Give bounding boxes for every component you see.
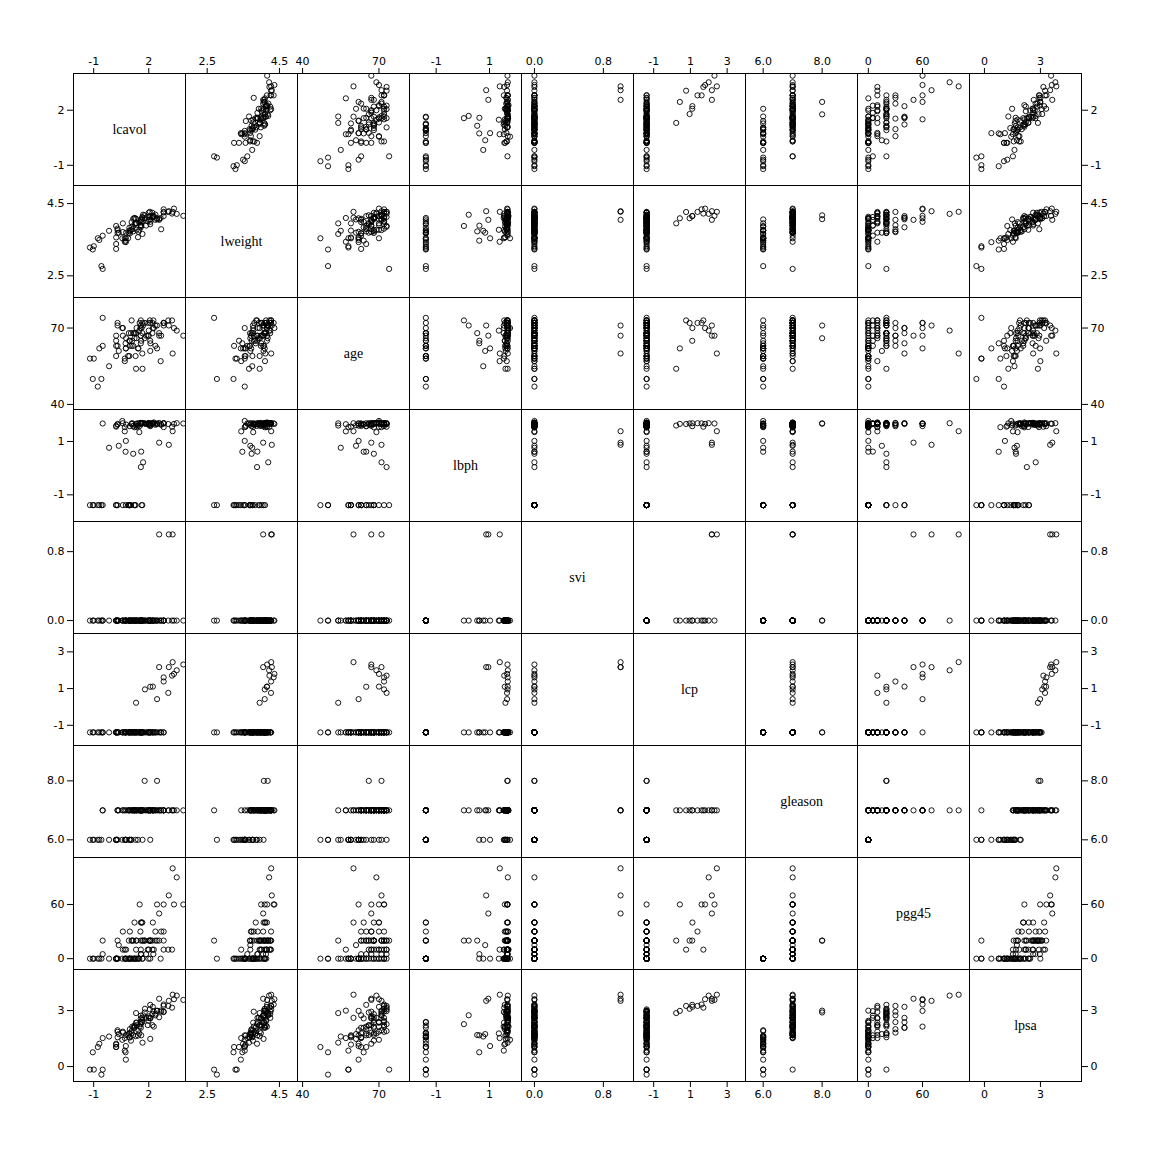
svg-text:2.5: 2.5 (198, 55, 216, 68)
svg-text:1: 1 (486, 55, 493, 68)
svg-text:1: 1 (687, 55, 694, 68)
svg-text:-1: -1 (88, 1088, 99, 1101)
svg-text:4.5: 4.5 (271, 1088, 289, 1101)
svg-text:3: 3 (58, 1004, 65, 1017)
svg-text:70: 70 (372, 1088, 386, 1101)
svg-text:0.8: 0.8 (595, 1088, 613, 1101)
svg-text:0: 0 (981, 1088, 988, 1101)
svg-text:6.0: 6.0 (47, 833, 65, 846)
svg-text:4.5: 4.5 (47, 197, 65, 210)
svg-text:8.0: 8.0 (813, 55, 831, 68)
svg-text:1: 1 (58, 682, 65, 695)
svg-text:0.8: 0.8 (47, 545, 65, 558)
svg-text:1: 1 (687, 1088, 694, 1101)
svg-text:70: 70 (51, 322, 65, 335)
svg-text:0: 0 (865, 1088, 872, 1101)
svg-text:2: 2 (1091, 104, 1098, 117)
svg-text:0: 0 (981, 55, 988, 68)
svg-text:svi: svi (569, 570, 585, 585)
svg-text:3: 3 (724, 55, 731, 68)
svg-text:4.5: 4.5 (1091, 197, 1109, 210)
svg-text:3: 3 (1037, 55, 1044, 68)
svg-text:2.5: 2.5 (198, 1088, 216, 1101)
svg-text:40: 40 (51, 398, 65, 411)
svg-text:6.0: 6.0 (1091, 833, 1109, 846)
svg-text:8.0: 8.0 (47, 774, 65, 787)
svg-text:1: 1 (1091, 682, 1098, 695)
svg-text:60: 60 (51, 898, 65, 911)
svg-text:-1: -1 (54, 719, 65, 732)
svg-text:0: 0 (58, 952, 65, 965)
svg-text:-1: -1 (1091, 719, 1102, 732)
svg-text:0.8: 0.8 (595, 55, 613, 68)
svg-text:0.8: 0.8 (1091, 545, 1109, 558)
svg-text:2: 2 (145, 55, 152, 68)
svg-text:-1: -1 (431, 1088, 442, 1101)
svg-text:-1: -1 (648, 55, 659, 68)
svg-text:6.0: 6.0 (754, 1088, 772, 1101)
svg-text:-1: -1 (54, 159, 65, 172)
svg-text:2.5: 2.5 (1091, 269, 1109, 282)
svg-text:60: 60 (916, 55, 930, 68)
svg-text:lcavol: lcavol (112, 122, 146, 137)
svg-text:gleason: gleason (780, 794, 823, 809)
svg-text:2: 2 (145, 1088, 152, 1101)
svg-text:lpsa: lpsa (1014, 1018, 1037, 1033)
svg-text:-1: -1 (431, 55, 442, 68)
svg-text:0.0: 0.0 (47, 614, 65, 627)
svg-text:3: 3 (1091, 645, 1098, 658)
svg-text:3: 3 (58, 645, 65, 658)
svg-text:0: 0 (1091, 952, 1098, 965)
svg-text:70: 70 (1091, 322, 1105, 335)
svg-text:1: 1 (486, 1088, 493, 1101)
svg-text:4.5: 4.5 (271, 55, 289, 68)
svg-text:1: 1 (58, 435, 65, 448)
svg-text:40: 40 (296, 55, 310, 68)
svg-text:60: 60 (916, 1088, 930, 1101)
svg-text:3: 3 (1091, 1004, 1098, 1017)
svg-text:40: 40 (1091, 398, 1105, 411)
svg-text:lbph: lbph (453, 458, 478, 473)
svg-text:0.0: 0.0 (526, 55, 544, 68)
svg-text:70: 70 (372, 55, 386, 68)
svg-text:pgg45: pgg45 (896, 906, 931, 921)
svg-text:-1: -1 (88, 55, 99, 68)
svg-text:6.0: 6.0 (754, 55, 772, 68)
svg-text:0.0: 0.0 (1091, 614, 1109, 627)
svg-text:3: 3 (724, 1088, 731, 1101)
svg-text:-1: -1 (1091, 488, 1102, 501)
svg-text:-1: -1 (54, 488, 65, 501)
svg-text:-1: -1 (648, 1088, 659, 1101)
svg-text:lweight: lweight (221, 234, 263, 249)
svg-text:-1: -1 (1091, 159, 1102, 172)
svg-text:3: 3 (1037, 1088, 1044, 1101)
svg-text:60: 60 (1091, 898, 1105, 911)
svg-text:8.0: 8.0 (1091, 774, 1109, 787)
svg-text:2: 2 (58, 104, 65, 117)
svg-text:2.5: 2.5 (47, 269, 65, 282)
svg-text:age: age (344, 346, 363, 361)
svg-text:0: 0 (1091, 1060, 1098, 1073)
svg-text:lcp: lcp (681, 682, 698, 697)
svg-text:8.0: 8.0 (813, 1088, 831, 1101)
svg-text:0: 0 (58, 1060, 65, 1073)
svg-text:0: 0 (865, 55, 872, 68)
svg-text:0.0: 0.0 (526, 1088, 544, 1101)
svg-text:40: 40 (296, 1088, 310, 1101)
svg-text:1: 1 (1091, 435, 1098, 448)
